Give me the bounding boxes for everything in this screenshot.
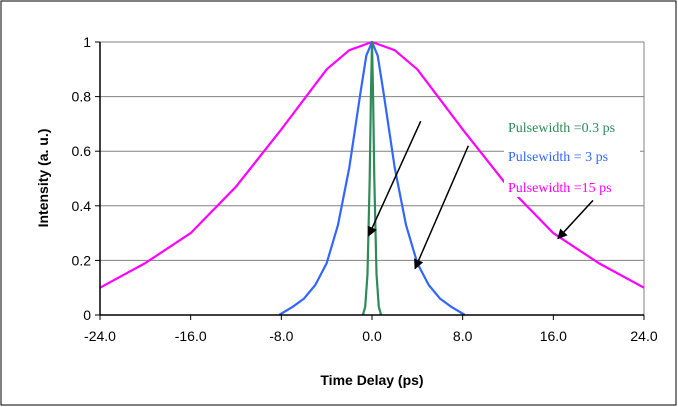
y-tick-label-2: 0.4 bbox=[72, 198, 92, 214]
x-tick-label-6: 24.0 bbox=[630, 328, 657, 344]
annotation-bg-1 bbox=[504, 146, 640, 166]
annotation-label-1: Pulsewidth = 3 ps bbox=[508, 150, 608, 165]
axes bbox=[95, 41, 645, 320]
x-tick-label-3: 0.0 bbox=[362, 328, 382, 344]
y-tick-label-3: 0.6 bbox=[72, 143, 92, 159]
annotation-bg-0 bbox=[504, 117, 640, 137]
y-tick-label-1: 0.2 bbox=[72, 252, 92, 268]
tick-labels: 0 0.2 0.4 0.6 0.8 1 -24.0 -16.0 -8.0 0.0 8.0 16.0 24… bbox=[72, 34, 658, 344]
x-tick-label-1: -16.0 bbox=[175, 328, 207, 344]
annotation-label-0: Pulsewidth =0.3 ps bbox=[508, 121, 615, 136]
y-tick-label-5: 1 bbox=[83, 34, 91, 50]
annotation-arrow-0 bbox=[367, 120, 422, 237]
y-tick-label-0: 0 bbox=[83, 307, 91, 323]
x-axis-title: Time Delay (ps) bbox=[320, 372, 423, 388]
annotation-label-2: Pulsewidth =15 ps bbox=[508, 181, 612, 196]
annotation-arrow-1 bbox=[414, 145, 470, 270]
x-tick-label-4: 8.0 bbox=[453, 328, 473, 344]
series-line-2 bbox=[361, 40, 383, 316]
annotation-arrow-2 bbox=[557, 199, 594, 240]
x-tick-label-0: -24.0 bbox=[84, 328, 116, 344]
y-tick-label-4: 0.8 bbox=[72, 89, 92, 105]
annotation-bg-2 bbox=[504, 177, 640, 197]
annotations: Pulsewidth =0.3 ps Pulsewidth = 3 ps Pulse… bbox=[367, 117, 640, 270]
y-axis-title: Intensity (a. u.) bbox=[35, 129, 51, 228]
x-tick-label-2: -8.0 bbox=[269, 328, 293, 344]
x-tick-label-5: 16.0 bbox=[540, 328, 567, 344]
series-layer bbox=[99, 40, 645, 316]
